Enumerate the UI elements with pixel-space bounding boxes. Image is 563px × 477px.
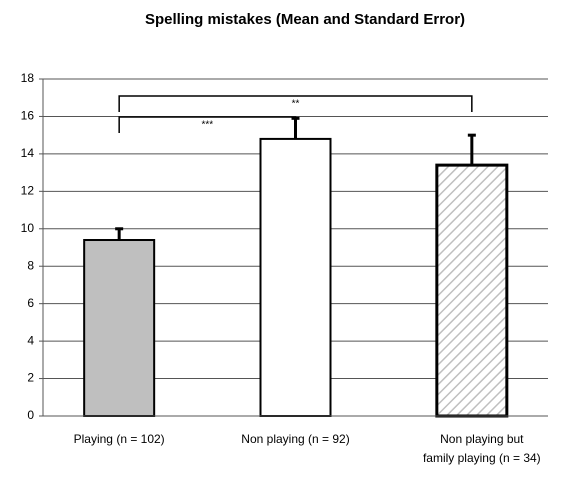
x-tick-label: Playing (n = 102): [74, 432, 165, 446]
x-tick-label: family playing (n = 34): [423, 451, 541, 465]
y-tick-label: 0: [27, 408, 34, 422]
significance-label: **: [292, 99, 300, 110]
y-tick-label: 6: [27, 296, 34, 310]
y-tick-label: 12: [21, 184, 35, 198]
significance-bracket: [118, 116, 297, 133]
y-tick-label: 14: [21, 146, 35, 160]
significance-bracket: [118, 95, 473, 112]
bar: [259, 137, 332, 418]
x-tick-label: Non playing but: [440, 432, 524, 446]
y-tick-label: 18: [21, 71, 35, 85]
bar: [435, 163, 509, 418]
y-tick-label: 4: [27, 333, 34, 347]
y-tick-label: 10: [21, 221, 35, 235]
x-tick-label: Non playing (n = 92): [241, 432, 349, 446]
y-tick-label: 16: [21, 109, 35, 123]
bar: [83, 239, 156, 417]
significance-label: ***: [201, 120, 213, 131]
y-tick-label: 2: [27, 371, 34, 385]
y-tick-label: 8: [27, 258, 34, 272]
chart-title: Spelling mistakes (Mean and Standard Err…: [145, 11, 465, 28]
